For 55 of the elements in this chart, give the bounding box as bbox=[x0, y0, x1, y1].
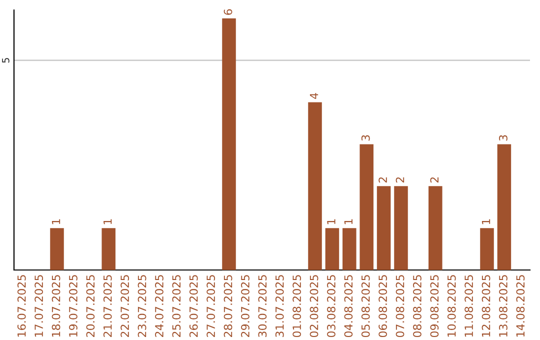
x-tick-label: 04.08.2025 bbox=[344, 275, 353, 338]
bar bbox=[222, 18, 236, 270]
x-tick-label: 09.08.2025 bbox=[430, 275, 439, 338]
data-label: 2 bbox=[396, 177, 404, 183]
x-tick-label: 02.08.2025 bbox=[310, 275, 318, 338]
x-tick-label: 08.08.2025 bbox=[413, 275, 422, 338]
x-tick-label: 20.07.2025 bbox=[86, 275, 95, 337]
x-tick-label: 24.07.2025 bbox=[155, 275, 164, 337]
data-label: 4 bbox=[310, 93, 318, 99]
y-tick-label: 5 bbox=[2, 58, 10, 63]
x-tick-label: 10.08.2025 bbox=[447, 275, 456, 337]
x-tick-label: 25.07.2025 bbox=[172, 275, 181, 337]
x-tick-label: 06.08.2025 bbox=[378, 275, 388, 338]
x-tick-label: 19.07.2025 bbox=[69, 275, 78, 337]
data-label: 2 bbox=[378, 177, 387, 183]
bar bbox=[308, 102, 322, 270]
x-tick-label: 11.08.2025 bbox=[464, 275, 474, 337]
x-tick-label: 12.08.2025 bbox=[482, 275, 490, 337]
x-tick-label: 23.07.2025 bbox=[138, 275, 146, 337]
data-label: 2 bbox=[430, 177, 438, 183]
x-tick-label: 01.08.2025 bbox=[292, 275, 302, 338]
x-tick-label: 26.07.2025 bbox=[189, 275, 198, 337]
x-tick-label: 31.07.2025 bbox=[275, 275, 284, 337]
data-label: 1 bbox=[482, 219, 490, 224]
x-tick-label: 29.07.2025 bbox=[241, 275, 250, 337]
x-tick-label: 05.08.2025 bbox=[361, 275, 370, 338]
data-label: 3 bbox=[499, 135, 508, 141]
bar bbox=[342, 228, 356, 270]
data-label: 3 bbox=[361, 135, 370, 141]
x-tick-label: 17.07.2025 bbox=[34, 275, 44, 337]
x-tick-label: 18.07.2025 bbox=[52, 275, 60, 337]
bar bbox=[480, 228, 494, 270]
bar bbox=[376, 186, 391, 270]
bar bbox=[394, 186, 408, 270]
bar bbox=[325, 228, 340, 270]
bar bbox=[428, 186, 442, 270]
x-tick-label: 03.08.2025 bbox=[327, 275, 336, 338]
data-label: 6 bbox=[224, 9, 232, 15]
x-tick-label: 07.08.2025 bbox=[396, 275, 404, 338]
x-tick-label: 16.07.2025 bbox=[17, 275, 26, 337]
bar bbox=[360, 144, 374, 270]
x-tick-label: 28.07.2025 bbox=[224, 275, 232, 337]
x-tick-label: 22.07.2025 bbox=[120, 275, 130, 337]
data-label: 1 bbox=[344, 219, 352, 224]
data-label: 1 bbox=[52, 219, 60, 224]
x-tick-label: 27.07.2025 bbox=[206, 275, 216, 337]
x-tick-label: 30.07.2025 bbox=[258, 275, 267, 337]
x-tick-label: 21.07.2025 bbox=[103, 275, 112, 337]
data-label: 1 bbox=[327, 219, 336, 224]
data-label: 1 bbox=[104, 219, 112, 224]
x-tick-label: 14.08.2025 bbox=[516, 275, 525, 337]
bar bbox=[50, 228, 64, 270]
bar bbox=[102, 228, 116, 270]
bar bbox=[497, 144, 512, 270]
x-tick-label: 13.08.2025 bbox=[499, 275, 508, 337]
